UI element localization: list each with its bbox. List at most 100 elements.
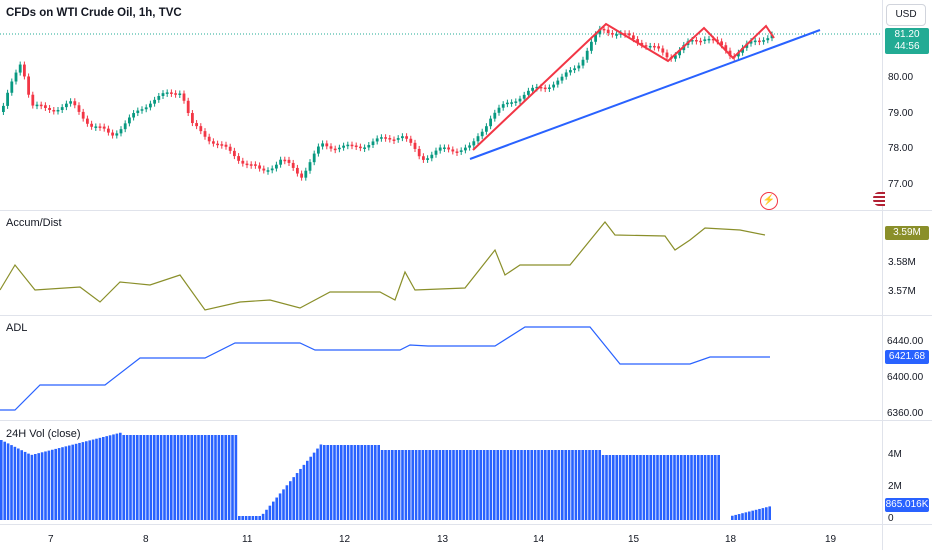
candle [287, 159, 291, 163]
volume-bar [207, 435, 210, 520]
candle [564, 72, 568, 77]
volume-bar [540, 450, 544, 520]
adl-tick-6440: 6440.00 [887, 336, 924, 347]
us-flag-icon[interactable] [873, 192, 885, 206]
candle [153, 99, 156, 104]
candle [81, 111, 85, 119]
volume-bar [346, 445, 350, 520]
candle [384, 137, 387, 139]
candle [531, 87, 534, 91]
volume-bar [57, 448, 61, 520]
volume-bar [761, 508, 765, 520]
volume-bar [6, 443, 10, 520]
candle [417, 148, 421, 157]
vol-label[interactable]: 24H Vol (close) [6, 428, 81, 440]
chart-title[interactable]: CFDs on WTI Crude Oil, 1h, TVC [6, 7, 182, 19]
candle [447, 147, 450, 150]
volume-bar [68, 445, 71, 520]
candle [678, 50, 681, 56]
volume-bar [47, 450, 51, 520]
zigzag-pattern[interactable] [472, 22, 775, 151]
adl-tick-6360: 6360.00 [887, 408, 924, 419]
candle [602, 28, 606, 31]
candle [518, 98, 522, 102]
price-tick-79: 79.00 [888, 108, 913, 119]
volume-bar [418, 450, 421, 520]
volume-bar [550, 450, 554, 520]
volume-bar [312, 452, 316, 520]
currency-button[interactable]: USD [886, 4, 926, 26]
volume-bar [615, 455, 618, 520]
candle [497, 107, 501, 113]
adl-line [0, 326, 770, 411]
volume-bar [629, 455, 632, 520]
volume-bar [533, 450, 537, 520]
candle [48, 107, 51, 110]
candle [485, 126, 488, 132]
volume-bar [51, 449, 54, 520]
candle [724, 45, 728, 51]
candle [585, 50, 589, 60]
candle [77, 105, 81, 112]
volume-bar [496, 450, 499, 520]
ascending-trendline[interactable] [469, 29, 821, 160]
accum-dist-label[interactable]: Accum/Dist [6, 217, 62, 229]
x-tick-7: 7 [48, 534, 54, 545]
volume-bar [401, 450, 404, 520]
volume-bar [289, 481, 292, 520]
volume-bar [360, 445, 363, 520]
candle [539, 86, 543, 89]
candle [690, 39, 694, 42]
candle [6, 92, 9, 106]
candle [413, 142, 417, 149]
accum-value-tag: 3.59M [885, 226, 929, 240]
candle [480, 131, 484, 137]
candle [623, 33, 627, 35]
candle [489, 118, 492, 127]
candle [203, 131, 207, 137]
volume-bar [564, 450, 567, 520]
candle [590, 41, 593, 51]
volume-bar [431, 450, 435, 520]
volume-bar [734, 514, 737, 520]
candle [665, 52, 669, 58]
volume-bar [744, 512, 748, 520]
vol-tick-2m: 2M [888, 481, 902, 492]
volume-bar [676, 455, 680, 520]
vol-tick-4m: 4M [888, 449, 902, 460]
tradingview-logo-icon[interactable]: ⚡ [760, 192, 778, 210]
candle [86, 118, 89, 124]
candle [371, 141, 375, 146]
volume-bar [180, 435, 183, 520]
candle [375, 138, 379, 142]
volume-bar [527, 450, 530, 520]
volume-bar [210, 435, 214, 520]
candle [23, 64, 26, 77]
volume-bar [88, 440, 91, 520]
volume-bar [748, 511, 751, 520]
volume-bar [656, 455, 659, 520]
adl-label[interactable]: ADL [6, 322, 28, 334]
volume-bar [129, 435, 132, 520]
volume-bar [571, 450, 574, 520]
candle [380, 137, 383, 139]
candle [758, 40, 761, 43]
candle [18, 64, 22, 73]
candle [56, 109, 60, 112]
candle [611, 33, 614, 35]
volume-bar [591, 450, 595, 520]
volume-bar [445, 450, 448, 520]
volume-bar [132, 435, 136, 520]
volume-bar [3, 441, 6, 520]
candle [644, 45, 648, 47]
volume-bar [520, 450, 523, 520]
candle [657, 46, 660, 49]
volume-bar [282, 489, 285, 520]
volume-bar [95, 438, 98, 520]
volume-bar [425, 450, 428, 520]
candle [636, 39, 639, 43]
last-price-tag: 81.20 44:56 [885, 28, 929, 54]
candle [661, 48, 665, 53]
volume-bar [204, 435, 207, 520]
